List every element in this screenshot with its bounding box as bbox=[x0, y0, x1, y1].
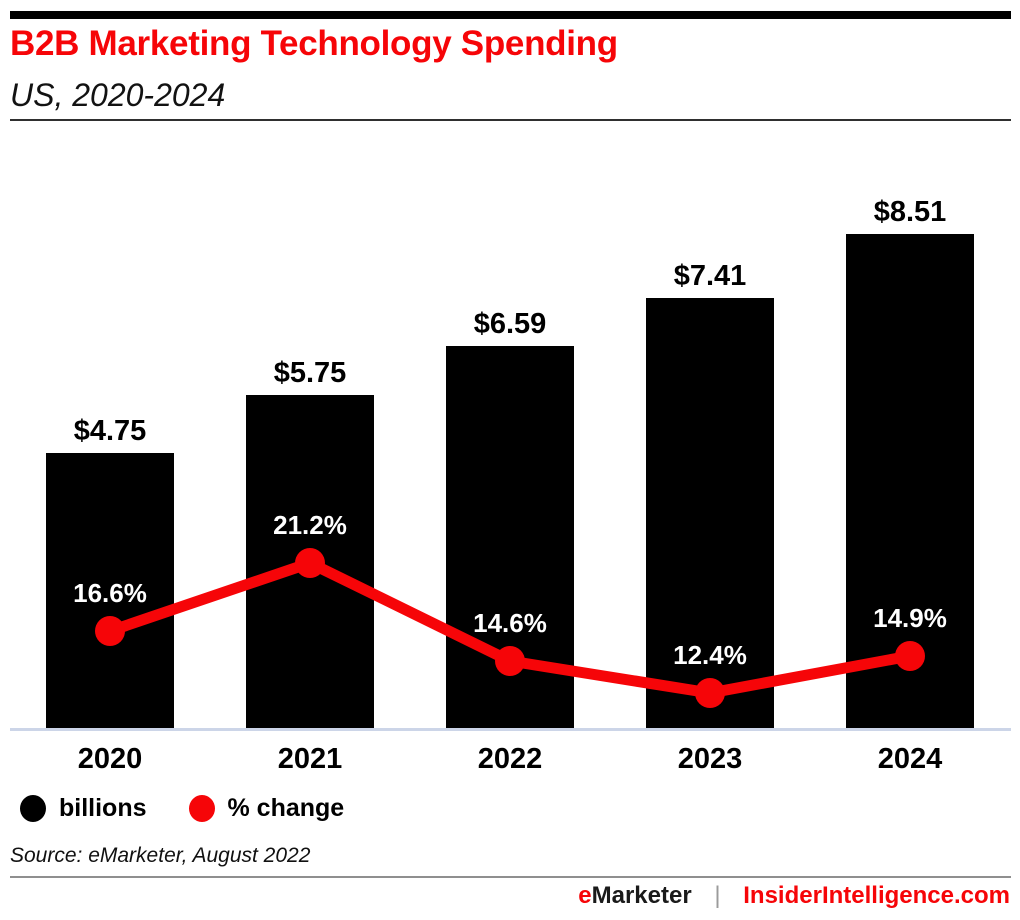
x-axis-label-2024: 2024 bbox=[877, 743, 943, 775]
footer-divider bbox=[10, 876, 1011, 878]
x-axis-label-2022: 2022 bbox=[477, 743, 543, 775]
billions-legend-dot-icon bbox=[20, 795, 46, 822]
x-axis-label-2021: 2021 bbox=[277, 743, 343, 775]
x-axis-label-2020: 2020 bbox=[77, 743, 143, 775]
x-axis-label-2023: 2023 bbox=[677, 743, 743, 775]
footer-site-link[interactable]: InsiderIntelligence.com bbox=[743, 882, 1010, 909]
pct-change-legend-dot-icon bbox=[188, 795, 215, 822]
footer-separator: | bbox=[714, 882, 721, 909]
legend-label-billions: billions bbox=[59, 794, 147, 822]
pct-value-label-2021: 21.2% bbox=[273, 510, 347, 540]
pct-value-label-2022: 14.6% bbox=[473, 608, 547, 638]
pct-value-label-2024: 14.9% bbox=[873, 603, 947, 633]
top-accent-bar bbox=[10, 11, 1011, 19]
bar-2021 bbox=[246, 395, 374, 728]
bar-value-label-2024: $8.51 bbox=[873, 196, 947, 228]
footer-brand-marketer: Marketer bbox=[591, 882, 692, 909]
legend-item-pct-change: % change bbox=[188, 794, 345, 823]
legend-item-billions: billions bbox=[20, 794, 147, 823]
bar-value-label-2023: $7.41 bbox=[673, 260, 747, 292]
source-note: Source: eMarketer, August 2022 bbox=[10, 844, 311, 867]
bar-value-label-2021: $5.75 bbox=[273, 357, 347, 389]
footer-brand: eMarketer | InsiderIntelligence.com bbox=[10, 883, 1010, 909]
header-divider bbox=[10, 119, 1011, 121]
pct-value-label-2020: 16.6% bbox=[73, 578, 147, 608]
footer-brand-e: e bbox=[578, 882, 592, 909]
bar-value-label-2020: $4.75 bbox=[73, 415, 147, 447]
chart-legend: billions % change bbox=[20, 794, 344, 823]
x-axis-line bbox=[10, 728, 1011, 731]
chart-subtitle: US, 2020-2024 bbox=[10, 77, 226, 113]
chart-title: B2B Marketing Technology Spending bbox=[10, 24, 618, 63]
bar-2024 bbox=[846, 234, 974, 728]
legend-label-pct-change: % change bbox=[227, 794, 345, 822]
pct-value-label-2023: 12.4% bbox=[673, 640, 747, 670]
bar-value-label-2022: $6.59 bbox=[473, 308, 547, 340]
bar-2022 bbox=[446, 346, 574, 728]
